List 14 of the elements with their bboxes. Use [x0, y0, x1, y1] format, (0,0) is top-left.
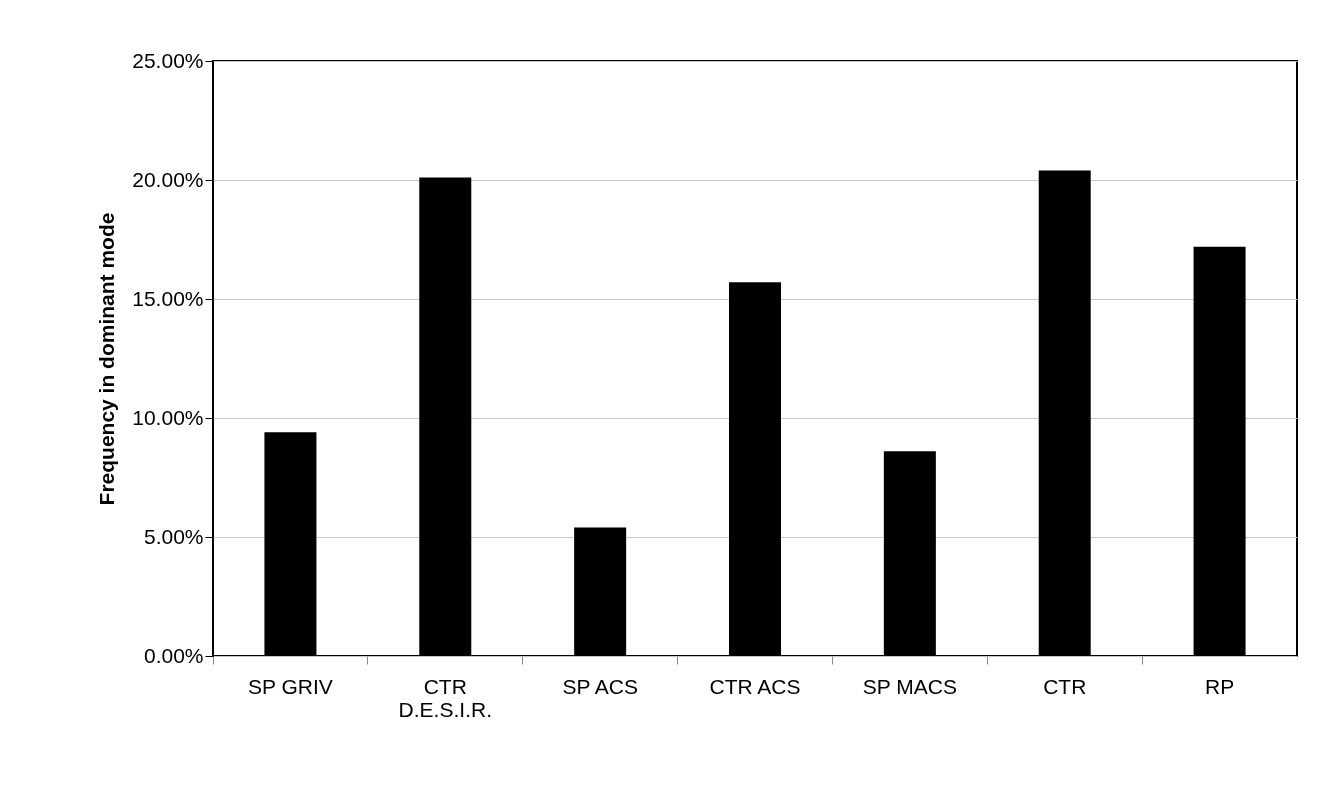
y-tick-label: 5.00%: [143, 524, 204, 548]
x-tick-label: SP MACS: [862, 674, 957, 698]
x-tick-label: SP GRIV: [248, 674, 333, 698]
x-tick-label: CTR D.E.S.I.R.: [398, 674, 492, 721]
y-tick-label: 0.00%: [143, 643, 204, 667]
y-axis-title: Frequency in dominant mode: [95, 212, 119, 506]
x-tick-label: SP ACS: [562, 674, 638, 698]
x-tick-label: CTR ACS: [709, 674, 801, 698]
y-tick-label: 20.00%: [132, 167, 204, 191]
x-tick-label: CTR: [1043, 674, 1087, 698]
x-tick-label: RP: [1204, 674, 1235, 698]
y-tick-label: 25.00%: [132, 48, 204, 72]
y-tick-label: 15.00%: [132, 286, 204, 310]
y-tick-label: 10.00%: [132, 405, 204, 429]
